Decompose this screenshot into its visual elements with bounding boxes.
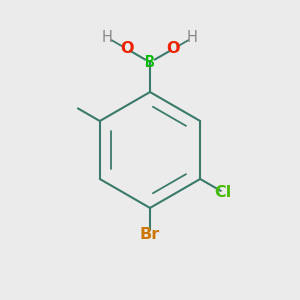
Text: Cl: Cl [215, 185, 232, 200]
Text: Br: Br [140, 227, 160, 242]
Text: H: H [102, 30, 113, 45]
Text: O: O [167, 41, 180, 56]
Text: H: H [187, 30, 198, 45]
Text: B: B [145, 55, 155, 70]
Text: O: O [120, 41, 134, 56]
